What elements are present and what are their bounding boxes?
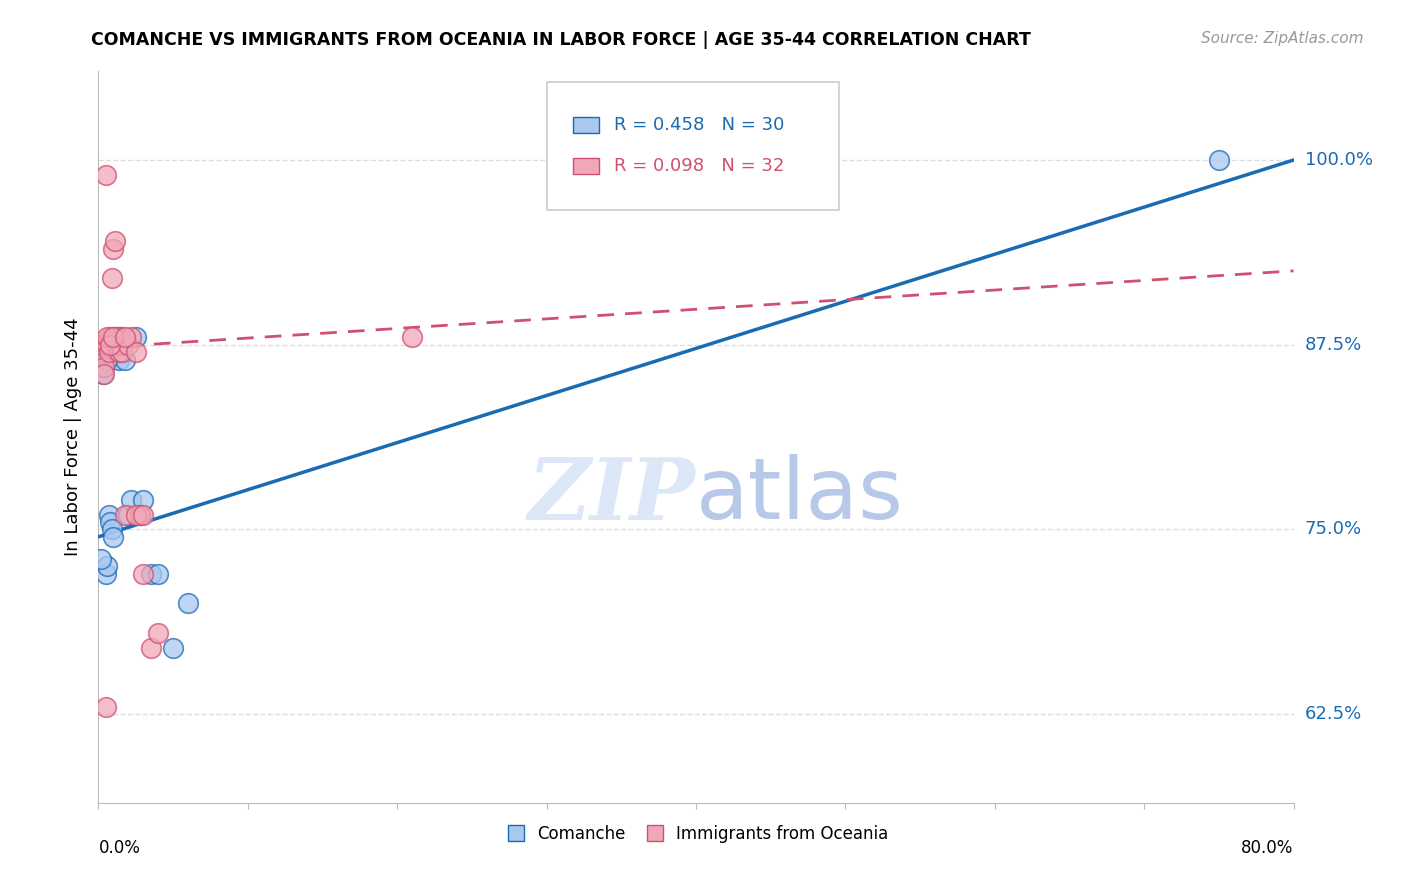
Point	[90, 345, 112, 359]
Point	[97, 345, 120, 359]
Text: 100.0%: 100.0%	[1305, 151, 1372, 169]
Y-axis label: In Labor Force | Age 35-44: In Labor Force | Age 35-44	[65, 318, 83, 557]
Text: 75.0%: 75.0%	[1305, 520, 1362, 539]
Text: Source: ZipAtlas.com: Source: ZipAtlas.com	[1201, 31, 1364, 46]
Point	[105, 337, 128, 351]
Point	[401, 330, 423, 344]
Point	[129, 508, 152, 522]
Point	[93, 345, 115, 359]
Point	[108, 352, 131, 367]
Point	[114, 330, 136, 344]
Point	[93, 359, 115, 374]
Point	[107, 345, 129, 359]
Point	[125, 330, 148, 344]
Point	[101, 523, 124, 537]
Point	[132, 492, 155, 507]
Bar	[572, 159, 599, 175]
FancyBboxPatch shape	[547, 82, 839, 211]
Point	[103, 330, 125, 344]
Text: 87.5%: 87.5%	[1305, 335, 1362, 354]
Point	[114, 352, 136, 367]
Point	[117, 337, 139, 351]
Point	[108, 345, 131, 359]
Text: 80.0%: 80.0%	[1241, 839, 1294, 857]
Text: atlas: atlas	[696, 454, 904, 537]
Point	[139, 566, 162, 581]
Point	[177, 596, 200, 610]
Point	[94, 168, 117, 182]
Point	[132, 508, 155, 522]
Point	[103, 530, 125, 544]
Point	[111, 345, 134, 359]
Point	[93, 359, 115, 374]
Point	[114, 508, 136, 522]
Point	[98, 515, 122, 529]
Point	[91, 345, 114, 359]
Point	[91, 337, 114, 351]
Point	[97, 508, 120, 522]
Point	[105, 337, 128, 351]
Text: 62.5%: 62.5%	[1305, 706, 1362, 723]
Text: R = 0.098   N = 32: R = 0.098 N = 32	[613, 158, 785, 176]
Point	[104, 330, 127, 344]
Point	[96, 330, 118, 344]
Point	[110, 330, 132, 344]
Text: ZIP: ZIP	[529, 454, 696, 537]
Point	[110, 337, 132, 351]
Point	[101, 271, 124, 285]
Point	[96, 559, 118, 574]
Point	[94, 566, 117, 581]
Point	[125, 345, 148, 359]
Point	[129, 508, 152, 522]
Point	[120, 492, 142, 507]
Point	[91, 368, 114, 382]
Point	[98, 337, 122, 351]
Point	[94, 699, 117, 714]
Point	[98, 330, 122, 344]
Text: 0.0%: 0.0%	[98, 839, 141, 857]
Point	[139, 640, 162, 655]
Point	[104, 235, 127, 249]
Point	[120, 330, 142, 344]
Point	[1208, 153, 1230, 167]
Point	[162, 640, 184, 655]
Point	[90, 337, 112, 351]
Bar	[572, 117, 599, 133]
Point	[96, 352, 118, 367]
Text: COMANCHE VS IMMIGRANTS FROM OCEANIA IN LABOR FORCE | AGE 35-44 CORRELATION CHART: COMANCHE VS IMMIGRANTS FROM OCEANIA IN L…	[91, 31, 1031, 49]
Point	[125, 508, 148, 522]
Point	[132, 566, 155, 581]
Point	[148, 566, 170, 581]
Point	[117, 508, 139, 522]
Point	[103, 242, 125, 256]
Point	[107, 330, 129, 344]
Legend: Comanche, Immigrants from Oceania: Comanche, Immigrants from Oceania	[498, 818, 894, 849]
Point	[90, 552, 112, 566]
Point	[148, 625, 170, 640]
Point	[111, 345, 134, 359]
Text: R = 0.458   N = 30: R = 0.458 N = 30	[613, 116, 785, 134]
Point	[93, 368, 115, 382]
Point	[96, 337, 118, 351]
